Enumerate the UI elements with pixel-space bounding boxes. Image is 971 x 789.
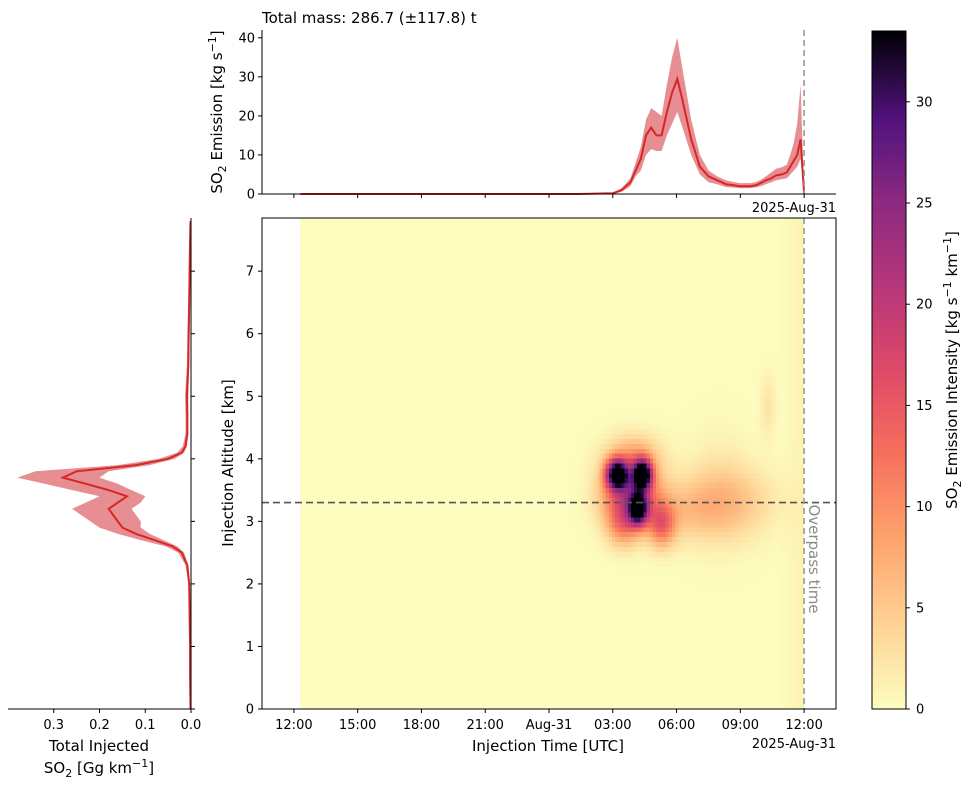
left-xlabel-sub: 2	[65, 767, 72, 780]
heatmap-x-ticks: 12:00 15:00 18:00 21:00 Aug-31 03:00 06:00 09:0…	[275, 709, 823, 733]
colorbar-gradient	[871, 30, 907, 710]
heatmap-x-tick-label: Aug-31	[526, 718, 573, 733]
heatmap-y-tick-label: 3	[246, 515, 254, 530]
cb-label-end: ]	[943, 231, 961, 237]
colorbar-tick-label: 0	[916, 703, 924, 718]
top-uncertainty-band	[300, 37, 805, 194]
cb-label-sub: 2	[951, 481, 964, 488]
top-y-tick-label: 40	[238, 31, 255, 46]
heatmap-x-tick-label: 21:00	[466, 718, 503, 733]
colorbar-tick-label: 10	[916, 500, 933, 515]
heatmap-y-tick-label: 7	[246, 265, 254, 280]
left-x-ticks: 0.3 0.2 0.1 0.0	[43, 709, 201, 733]
cb-label-sup2: −1	[941, 237, 954, 253]
heatmap-y-axis-label: Injection Altitude [km]	[219, 379, 237, 546]
top-ylabel-sub: 2	[216, 165, 229, 172]
top-ylabel-sup: −1	[206, 36, 219, 52]
top-y-tick-label: 10	[238, 148, 255, 163]
colorbar-tick-label: 5	[916, 601, 924, 616]
top-mean-path	[300, 75, 806, 195]
chart-title: Total mass: 286.7 (±117.8) t	[261, 9, 477, 27]
left-x-axis-label-line1: Total Injected	[48, 737, 149, 755]
top-y-tick-label: 30	[238, 70, 255, 85]
heatmap-y-ticks: 0 1 2 3 4 5 6 7	[246, 265, 262, 718]
top-y-tick-label: 0	[247, 188, 255, 203]
top-y-axis-label: SO2 Emission [kg s−1]	[206, 30, 229, 193]
left-x-tick-label: 0.0	[181, 718, 202, 733]
colorbar-tick-label: 25	[916, 197, 933, 212]
left-mean-path	[59, 221, 192, 710]
heatmap-x-tick-label: 09:00	[722, 718, 759, 733]
top-ylabel-main: SO	[208, 172, 226, 193]
colorbar-label: SO2 Emission Intensity [kg s−1 km−1]	[941, 231, 964, 509]
left-xlabel-main: SO	[44, 759, 65, 777]
left-profile-panel: 0.3 0.2 0.1 0.0 Total Injected SO2 [Gg km−1…	[8, 218, 201, 780]
left-x-tick-label: 0.2	[89, 718, 110, 733]
heatmap-x-tick-label: 12:00	[275, 718, 312, 733]
heatmap-panel: Overpass time 12:00 15:00 18:00 21:00 Aug-31…	[219, 217, 837, 755]
left-xlabel-end: ]	[148, 759, 154, 777]
left-x-tick-label: 0.3	[43, 718, 64, 733]
heatmap-y-tick-label: 2	[246, 577, 254, 592]
top-emission-panel: Total mass: 286.7 (±117.8) t 0 10 20 30 40 2…	[206, 9, 836, 216]
top-mean-line	[300, 75, 806, 195]
left-x-axis-label-line2: SO2 [Gg km−1]	[44, 757, 154, 780]
colorbar-tick-label: 30	[916, 95, 933, 110]
heatmap-x-tick-label: 03:00	[594, 718, 631, 733]
heatmap-image	[300, 218, 805, 709]
left-axes	[8, 218, 192, 710]
heatmap-y-tick-label: 5	[246, 390, 254, 405]
colorbar: 0 5 10 15 20 25 30 SO2 Emission Intensity [kg …	[871, 30, 964, 718]
top-band-area	[300, 37, 805, 194]
colorbar-tick-label: 20	[916, 298, 933, 313]
heatmap-y-tick-label: 6	[246, 327, 254, 342]
heatmap-x-axis-label: Injection Time [UTC]	[472, 737, 624, 755]
colorbar-tick-label: 15	[916, 399, 933, 414]
left-mean-line	[59, 221, 192, 710]
heatmap-y-tick-label: 0	[246, 703, 254, 718]
top-ylabel-rest: Emission [kg s	[208, 52, 226, 165]
heatmap-y-tick-label: 4	[246, 452, 254, 467]
heatmap-x-tick-label: 12:00	[785, 718, 822, 733]
cb-label-main: SO	[943, 488, 961, 509]
top-y-tick-label: 20	[238, 109, 255, 124]
left-y-ticks	[191, 270, 195, 710]
cb-label-mid: km	[943, 253, 961, 281]
left-band-area	[17, 221, 192, 709]
top-ylabel-end: ]	[208, 30, 226, 36]
left-uncertainty-band	[17, 221, 192, 709]
heatmap-y-tick-label: 1	[246, 640, 254, 655]
cb-label-sup1: −1	[941, 281, 954, 297]
top-axes	[261, 30, 836, 195]
heatmap-x-tick-label: 06:00	[658, 718, 695, 733]
heatmap-x-tick-label: 15:00	[339, 718, 376, 733]
heatmap-x-tick-label: 18:00	[403, 718, 440, 733]
top-date-label: 2025-Aug-31	[752, 201, 836, 216]
cb-label-rest: Emission Intensity [kg s	[943, 297, 961, 480]
heatmap-date-label: 2025-Aug-31	[752, 737, 836, 752]
top-y-ticks: 0 10 20 30 40	[238, 31, 262, 203]
top-x-ticks	[293, 194, 805, 198]
colorbar-ticks: 0 5 10 15 20 25 30	[906, 95, 933, 718]
left-xlabel-sup: −1	[132, 757, 148, 770]
left-x-tick-label: 0.1	[135, 718, 156, 733]
overpass-time-label: Overpass time	[805, 504, 823, 613]
left-xlabel-rest: [Gg km	[72, 759, 132, 777]
